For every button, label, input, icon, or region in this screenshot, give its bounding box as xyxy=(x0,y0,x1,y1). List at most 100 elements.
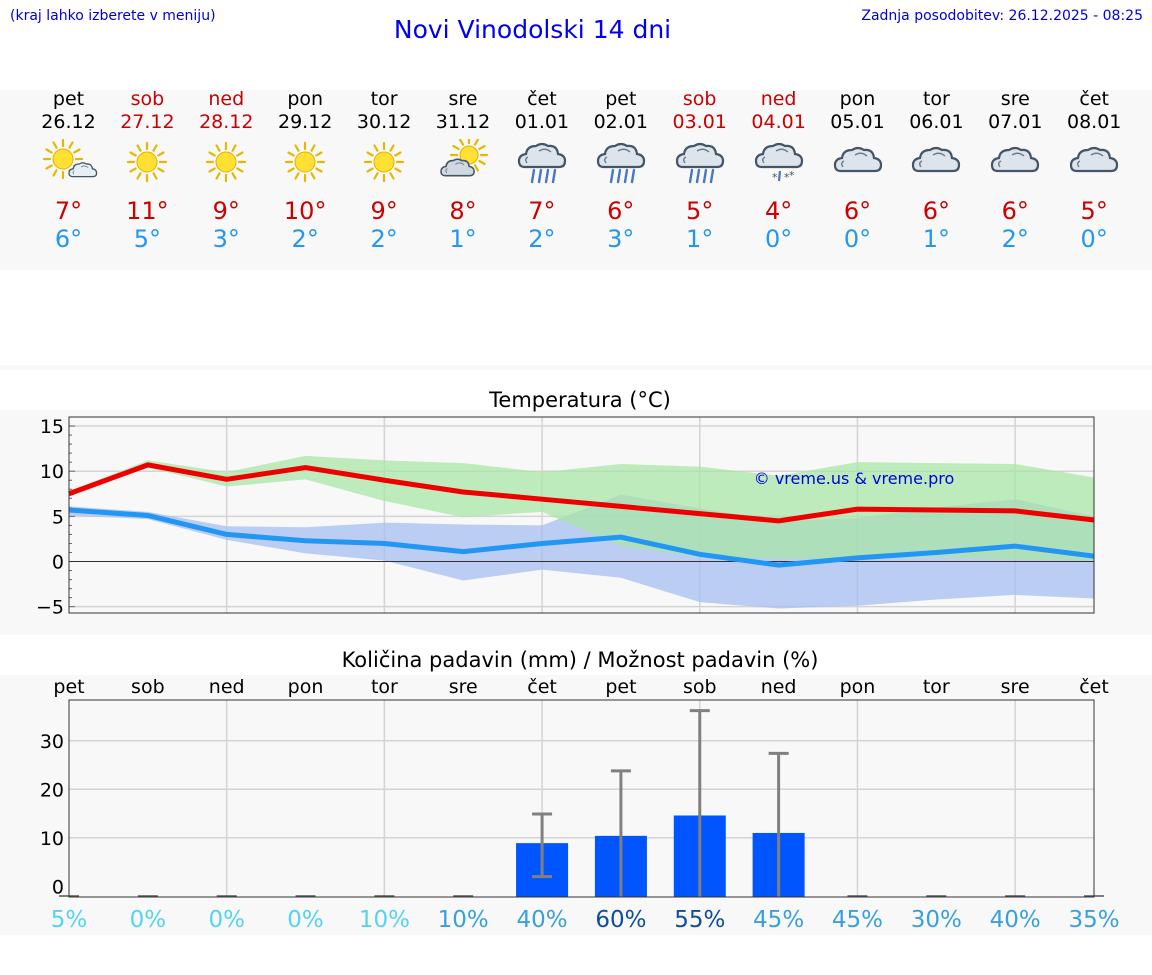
precip-probability: 10% xyxy=(438,907,489,933)
precipitation-chart: pet sob ned pon tor sre čet pet sob ned pon tor sre č… xyxy=(40,676,1120,933)
day-date: 07.01 xyxy=(988,111,1043,133)
y-tick-label: 30 xyxy=(40,731,64,753)
temp-max: 9° xyxy=(212,197,240,225)
day-name: čet xyxy=(527,88,557,110)
x-category-label: sre xyxy=(1001,676,1030,698)
temp-max: 6° xyxy=(843,197,872,225)
y-tick-label: 0 xyxy=(52,552,64,574)
day-column: sre 07.01 6° 2° xyxy=(976,88,1055,253)
cloud-icon xyxy=(1070,146,1119,173)
day-column: pet 26.12 7° 6° xyxy=(29,88,108,253)
cloud-icon xyxy=(991,146,1040,173)
day-date: 31.12 xyxy=(435,111,491,133)
y-tick-label: 10 xyxy=(40,828,64,850)
day-name: sre xyxy=(448,88,478,110)
forecast-band xyxy=(0,90,1152,270)
plot-frame xyxy=(68,699,1095,898)
location-hint: (kraj lahko izberete v meniju) xyxy=(10,8,216,24)
watermark: © vreme.us & vreme.pro xyxy=(754,469,955,488)
x-category-label: sob xyxy=(131,676,165,698)
temp-max: 5° xyxy=(1080,197,1108,225)
temp-max: 7° xyxy=(528,197,556,225)
day-date: 27.12 xyxy=(120,111,175,133)
temp-max: 6° xyxy=(1001,197,1029,225)
precip-probability: 0% xyxy=(130,907,167,933)
day-name: ned xyxy=(208,88,245,110)
temp-min: 2° xyxy=(291,225,319,253)
sun-icon xyxy=(127,141,168,183)
temp-max: 8° xyxy=(449,197,477,225)
svg-text:*: * xyxy=(789,169,795,182)
day-date: 29.12 xyxy=(277,111,333,133)
x-category-label: sob xyxy=(683,676,717,698)
y-tick-label: 10 xyxy=(40,461,64,483)
day-column: ned 04.01 * * * 4° 0° xyxy=(739,88,818,253)
sun-icon xyxy=(285,141,326,183)
sun-icon xyxy=(206,141,247,183)
temperature-chart-title: Temperatura (°C) xyxy=(489,388,671,412)
cloud-rain-icon xyxy=(517,142,566,184)
x-category-label: tor xyxy=(923,676,950,698)
temp-min: 0° xyxy=(1080,225,1108,253)
x-category-label: pet xyxy=(605,676,636,698)
precip-probability: 35% xyxy=(1068,907,1119,933)
plot-frame xyxy=(68,416,1095,614)
day-date: 01.01 xyxy=(514,111,570,133)
day-date: 28.12 xyxy=(199,111,254,133)
y-tick-label: 5 xyxy=(52,506,64,528)
temp-min: 6° xyxy=(54,225,83,253)
day-column: ned 28.12 9° 3° xyxy=(187,88,266,253)
day-column: tor 06.01 6° 1° xyxy=(897,88,976,253)
x-category-label: pon xyxy=(840,676,876,698)
temp-max: 7° xyxy=(54,197,83,225)
precip-probability: 45% xyxy=(753,907,804,933)
temp-min: 5° xyxy=(133,225,162,253)
temp-min: 3° xyxy=(212,225,240,253)
day-name: tor xyxy=(370,88,398,110)
day-date: 30.12 xyxy=(356,111,412,133)
day-column: pet 02.01 6° 3° xyxy=(581,88,660,253)
x-category-label: ned xyxy=(209,676,245,698)
min-temp-line xyxy=(68,507,1095,568)
temp-min: 3° xyxy=(607,225,635,253)
temp-max: 6° xyxy=(607,197,635,225)
temp-max: 4° xyxy=(764,197,793,225)
y-tick-label: 0 xyxy=(52,876,64,898)
temperature-chart: 15 10 5 0 −5 © vreme.us & vreme.pro xyxy=(36,416,1095,619)
temp-min: 1° xyxy=(686,225,714,253)
x-category-label: pet xyxy=(53,676,84,698)
temp-min: 2° xyxy=(1001,225,1029,253)
day-column: sob 27.12 11° 5° xyxy=(108,88,187,253)
precip-probability: 10% xyxy=(359,907,410,933)
sun-behind-cloud-icon xyxy=(440,139,489,177)
x-category-label: ned xyxy=(761,676,797,698)
cloud-rain-icon xyxy=(596,142,645,184)
temp-min: 1° xyxy=(922,225,951,253)
last-update: Zadnja posodobitev: 26.12.2025 - 08:25 xyxy=(861,8,1143,24)
cloud-snow-icon: * * * xyxy=(754,142,803,184)
day-date: 03.01 xyxy=(672,111,727,133)
day-name: tor xyxy=(922,88,950,110)
x-category-label: čet xyxy=(1079,676,1109,698)
day-name: sre xyxy=(1000,88,1030,110)
temp-min: 1° xyxy=(449,225,477,253)
y-tick-label: 15 xyxy=(40,416,64,438)
y-tick-label: 20 xyxy=(40,779,64,801)
temp-min: 2° xyxy=(370,225,398,253)
temp-min: 0° xyxy=(843,225,872,253)
day-column: čet 08.01 5° 0° xyxy=(1055,88,1134,253)
cloud-rain-icon xyxy=(675,142,724,184)
svg-text:*: * xyxy=(772,171,778,184)
precip-probability: 5% xyxy=(51,907,88,933)
sun-icon xyxy=(363,141,405,183)
day-date: 05.01 xyxy=(830,111,885,133)
max-temp-range-band xyxy=(69,455,1094,561)
day-name: pon xyxy=(287,88,324,110)
precip-probability: 40% xyxy=(517,907,568,933)
svg-text:*: * xyxy=(784,171,790,184)
separator-band xyxy=(0,365,1152,370)
day-date: 02.01 xyxy=(593,111,648,133)
day-name: sob xyxy=(682,88,717,110)
plot-area xyxy=(69,700,1094,897)
max-temp-line xyxy=(68,462,1095,524)
